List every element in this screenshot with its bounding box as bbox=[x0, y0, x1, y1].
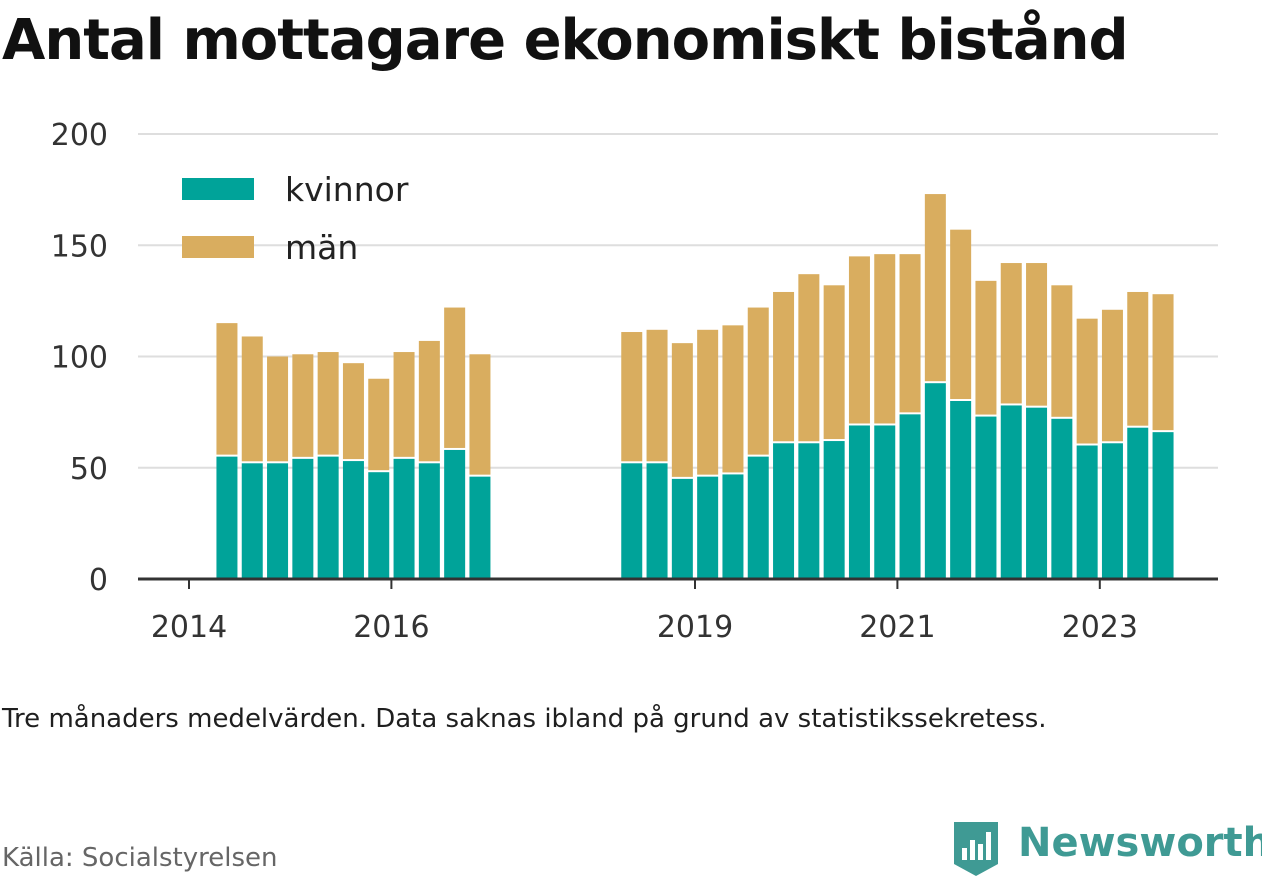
bar-man bbox=[368, 378, 390, 471]
y-tick-label: 150 bbox=[51, 229, 108, 264]
bar-kvinnor bbox=[1076, 445, 1098, 579]
bar-kvinnor bbox=[798, 443, 820, 579]
bar-kvinnor bbox=[216, 456, 238, 579]
bar-kvinnor bbox=[444, 449, 466, 579]
bar-kvinnor bbox=[722, 474, 744, 579]
x-tick-label: 2021 bbox=[859, 610, 935, 645]
legend-label-man: män bbox=[285, 228, 358, 267]
bar-man bbox=[671, 343, 693, 477]
bar-kvinnor bbox=[1127, 427, 1149, 579]
y-tick-label: 50 bbox=[70, 452, 108, 487]
bar-kvinnor bbox=[646, 463, 668, 579]
bar-man bbox=[1152, 294, 1174, 431]
bar-man bbox=[393, 352, 415, 457]
x-tick-label: 2016 bbox=[353, 610, 429, 645]
bar-man bbox=[216, 323, 238, 455]
bar-kvinnor bbox=[292, 458, 314, 579]
bars bbox=[216, 194, 1174, 579]
bar-man bbox=[924, 194, 946, 382]
bar-man bbox=[292, 354, 314, 457]
bar-kvinnor bbox=[317, 456, 339, 579]
y-tick-label: 100 bbox=[51, 341, 108, 376]
bar-kvinnor bbox=[418, 463, 440, 579]
bar-kvinnor bbox=[368, 472, 390, 579]
bar-man bbox=[798, 274, 820, 442]
bar-man bbox=[1076, 318, 1098, 444]
bar-man bbox=[267, 356, 289, 462]
bar-kvinnor bbox=[924, 383, 946, 579]
axes: 0 50 100 150 200 2014 2016 2019 2021 2023 bbox=[51, 118, 1218, 645]
bar-man bbox=[697, 329, 719, 475]
bar-man bbox=[241, 336, 263, 462]
chart-title: Antal mottagare ekonomiskt bistånd bbox=[2, 8, 1129, 73]
bar-kvinnor bbox=[874, 425, 896, 579]
legend: kvinnor män bbox=[182, 170, 409, 267]
bar-man bbox=[1000, 263, 1022, 404]
y-tick-label: 0 bbox=[89, 563, 108, 598]
bar-kvinnor bbox=[899, 414, 921, 579]
bar-man bbox=[823, 285, 845, 440]
bar-kvinnor bbox=[393, 458, 415, 579]
bar-man bbox=[418, 340, 440, 462]
bar-man bbox=[621, 332, 643, 462]
newsworthy-logo: Newsworthy bbox=[950, 818, 1262, 878]
brand-name: Newsworthy bbox=[1018, 820, 1262, 866]
x-tick-label: 2014 bbox=[151, 610, 227, 645]
chart-note: Tre månaders medelvärden. Data saknas ib… bbox=[2, 704, 1047, 734]
bar-man bbox=[1101, 309, 1123, 442]
stacked-bar-chart: 0 50 100 150 200 2014 2016 2019 2021 2023 kvinnor… bbox=[51, 118, 1218, 645]
bar-kvinnor bbox=[1101, 443, 1123, 579]
bar-man bbox=[773, 291, 795, 442]
bar-kvinnor bbox=[950, 401, 972, 579]
bar-man bbox=[1127, 291, 1149, 426]
bar-kvinnor bbox=[1152, 432, 1174, 579]
bar-kvinnor bbox=[823, 441, 845, 579]
source-credit: Källa: Socialstyrelsen bbox=[2, 843, 278, 873]
bar-man bbox=[444, 307, 466, 448]
bar-man bbox=[747, 307, 769, 455]
y-tick-label: 200 bbox=[51, 118, 108, 153]
bar-man bbox=[848, 256, 870, 424]
bar-kvinnor bbox=[1026, 407, 1048, 579]
legend-swatch-kvinnor bbox=[182, 178, 254, 200]
bar-kvinnor bbox=[267, 463, 289, 579]
bar-kvinnor bbox=[621, 463, 643, 579]
bar-man bbox=[975, 280, 997, 415]
x-tick-label: 2019 bbox=[657, 610, 733, 645]
bar-kvinnor bbox=[773, 443, 795, 579]
bar-kvinnor bbox=[241, 463, 263, 579]
bar-man bbox=[722, 325, 744, 473]
bar-man bbox=[874, 254, 896, 424]
bar-kvinnor bbox=[848, 425, 870, 579]
bar-kvinnor bbox=[1051, 418, 1073, 579]
legend-label-kvinnor: kvinnor bbox=[285, 170, 409, 209]
bar-kvinnor bbox=[469, 476, 491, 579]
x-tick-label: 2023 bbox=[1062, 610, 1138, 645]
bar-man bbox=[469, 354, 491, 475]
newsworthy-logo-icon bbox=[954, 822, 998, 876]
bar-man bbox=[950, 229, 972, 399]
legend-swatch-man bbox=[182, 236, 254, 258]
bar-kvinnor bbox=[342, 461, 364, 579]
bar-kvinnor bbox=[1000, 405, 1022, 579]
bar-kvinnor bbox=[747, 456, 769, 579]
bar-man bbox=[646, 329, 668, 462]
bar-man bbox=[342, 363, 364, 460]
bar-man bbox=[1051, 285, 1073, 417]
bar-man bbox=[317, 352, 339, 455]
bar-kvinnor bbox=[697, 476, 719, 579]
bar-man bbox=[899, 254, 921, 413]
bar-man bbox=[1026, 263, 1048, 406]
bar-kvinnor bbox=[671, 478, 693, 579]
bar-kvinnor bbox=[975, 416, 997, 579]
